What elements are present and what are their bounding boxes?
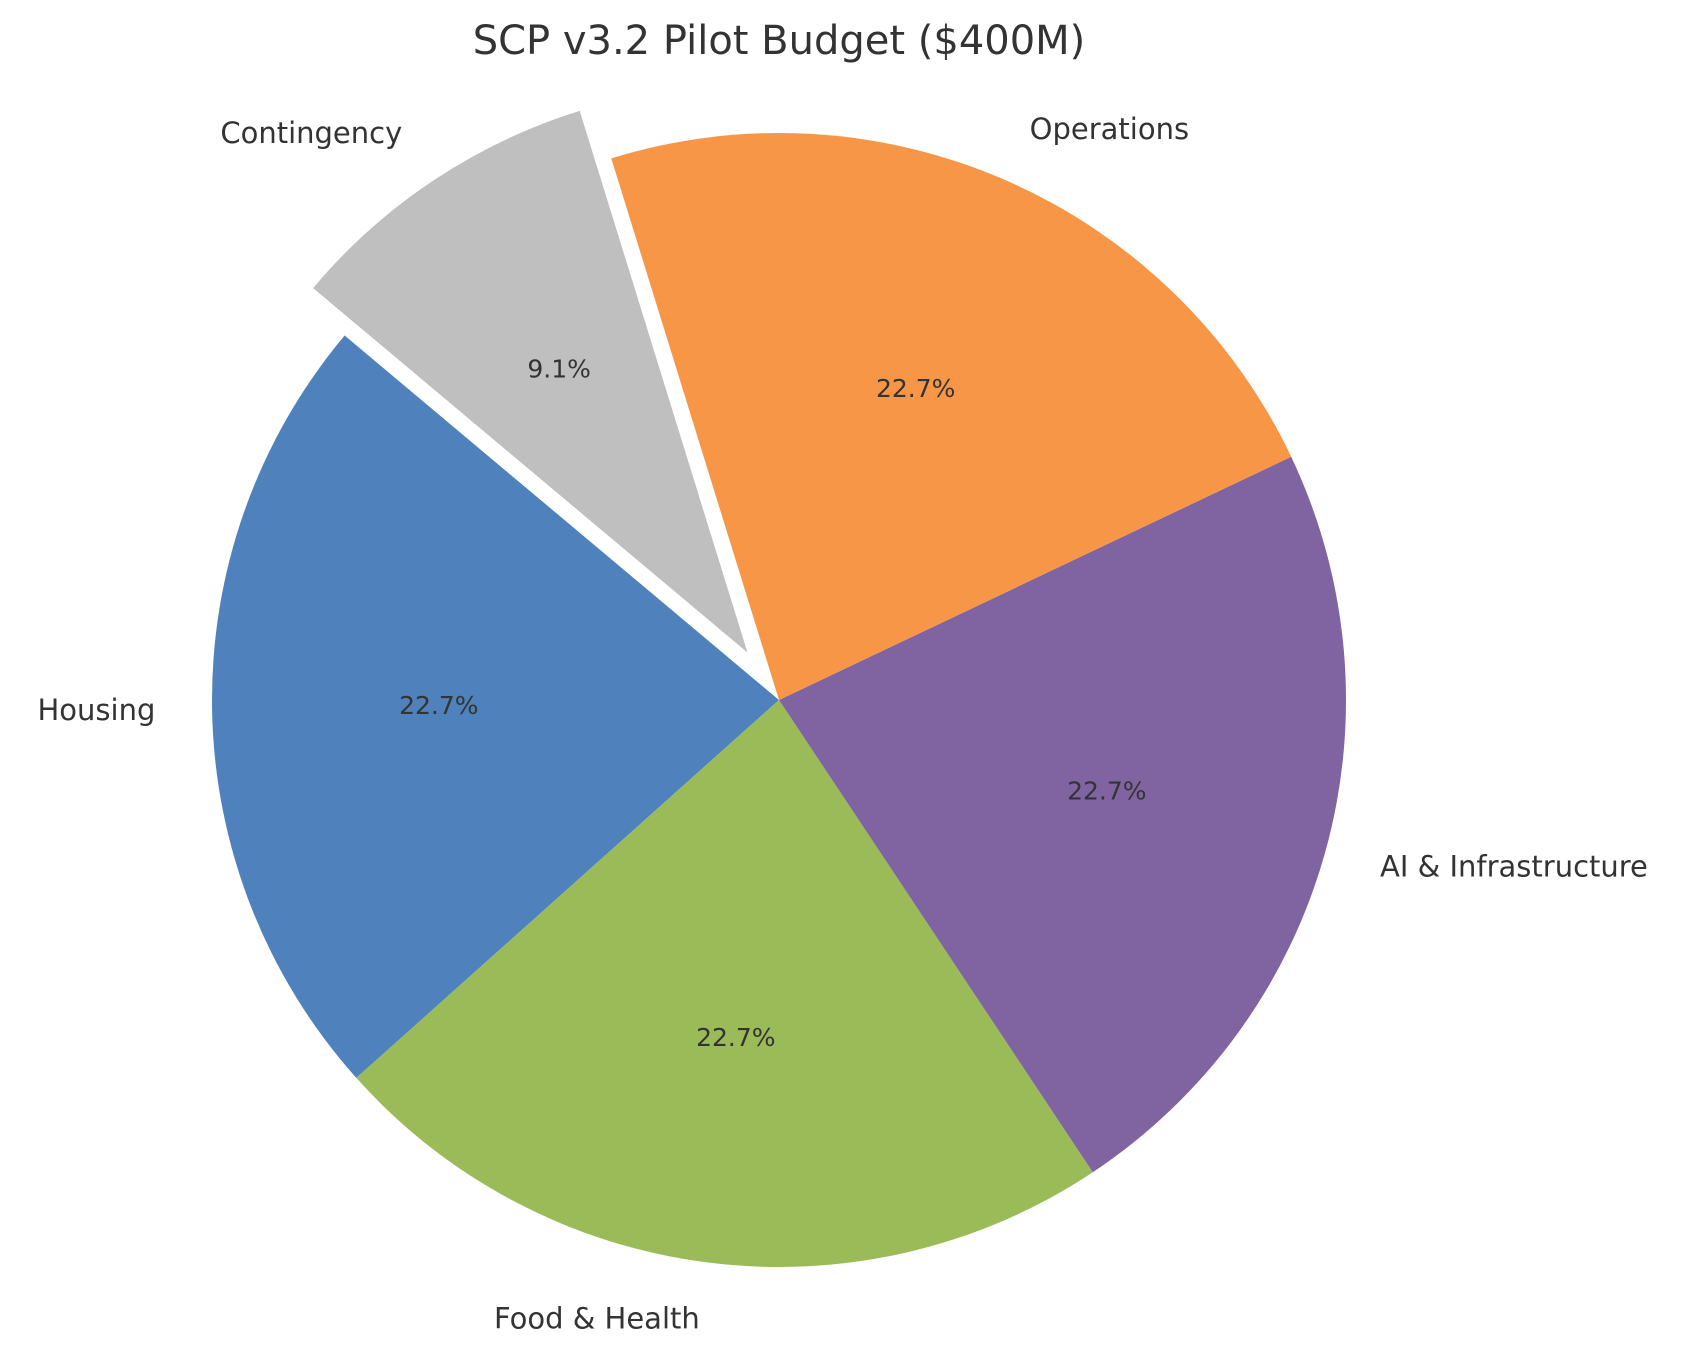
slice-label-contingency: Contingency [220, 116, 402, 150]
slice-label-housing: Housing [37, 693, 155, 727]
pct-label-housing: 22.7% [399, 691, 478, 720]
pct-label-contingency: 9.1% [527, 355, 591, 384]
chart-title: SCP v3.2 Pilot Budget ($400M) [473, 18, 1086, 64]
slice-label-food-and-health: Food & Health [494, 1302, 700, 1336]
pct-label-ai-and-infrastructure: 22.7% [1067, 776, 1146, 805]
pct-label-food-and-health: 22.7% [696, 1023, 775, 1052]
slice-operations [611, 132, 1292, 701]
slice-label-operations: Operations [1030, 112, 1189, 146]
slice-contingency [313, 110, 748, 653]
pct-label-operations: 22.7% [876, 374, 955, 403]
slice-label-ai-and-infrastructure: AI & Infrastructure [1380, 850, 1648, 884]
slice-food-and-health [356, 700, 1093, 1267]
slice-ai-and-infrastructure [779, 456, 1346, 1173]
slice-labels: Housing Food & Health AI & Infrastructure O… [37, 112, 1647, 1336]
slice-housing [211, 335, 779, 1078]
percent-labels: 22.7% 22.7% 22.7% 22.7% 9.1% [399, 355, 1146, 1052]
pie-slices [211, 110, 1346, 1267]
